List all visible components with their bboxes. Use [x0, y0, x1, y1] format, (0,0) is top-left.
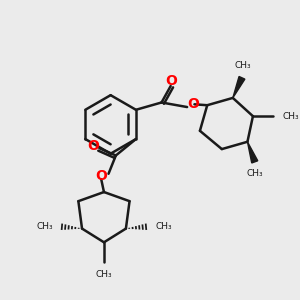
- Polygon shape: [248, 142, 258, 163]
- Text: CH₃: CH₃: [155, 222, 172, 231]
- Text: CH₃: CH₃: [235, 61, 251, 70]
- Text: O: O: [166, 74, 178, 88]
- Text: CH₃: CH₃: [96, 270, 112, 279]
- Text: O: O: [87, 139, 99, 153]
- Text: O: O: [188, 97, 200, 111]
- Text: CH₃: CH₃: [36, 222, 53, 231]
- Text: CH₃: CH₃: [282, 112, 299, 121]
- Polygon shape: [233, 76, 245, 98]
- Text: CH₃: CH₃: [246, 169, 263, 178]
- Text: O: O: [95, 169, 107, 183]
